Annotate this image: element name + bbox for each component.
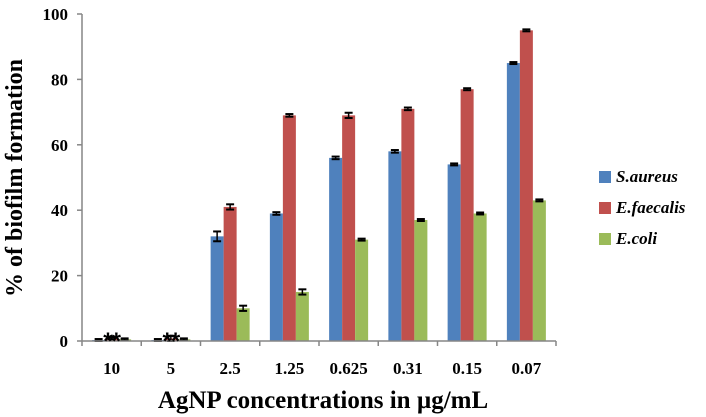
bar-S.aureus-0.31 (388, 151, 402, 341)
y-tick-label: 20 (51, 267, 68, 286)
x-tick-label: 0.625 (330, 359, 368, 378)
legend-label-E.coli: E.coli (615, 229, 657, 248)
legend-label-E.faecalis: E.faecalis (615, 198, 686, 217)
x-tick-label: 1.25 (275, 359, 305, 378)
x-tick-label: 0.15 (452, 359, 482, 378)
bar-S.aureus-0.625 (329, 157, 343, 341)
bar-S.aureus-1.25 (269, 213, 283, 341)
bar-S.aureus-0.07 (506, 63, 520, 342)
x-tick-label: 0.07 (512, 359, 542, 378)
bar-E.coli-1.25 (295, 291, 309, 341)
bar-E.faecalis-0.625 (342, 115, 356, 342)
legend: S.aureus E.faecalis E.coli (599, 167, 686, 248)
y-tick-label: 100 (43, 5, 69, 24)
significance-annotation: ** (163, 328, 181, 355)
significance-annotation: ** (103, 328, 121, 355)
bars-group (92, 28, 546, 342)
bar-E.coli-2.5 (236, 308, 250, 341)
bar-E.faecalis-1.25 (282, 115, 296, 342)
y-tick-label: 80 (51, 70, 68, 89)
x-tick-label: 2.5 (220, 359, 241, 378)
bar-E.faecalis-2.5 (223, 206, 237, 341)
y-tick-label: 0 (60, 332, 69, 351)
legend-swatch-E.faecalis (599, 202, 611, 214)
bar-S.aureus-2.5 (210, 236, 224, 341)
bar-E.coli-0.15 (473, 213, 487, 341)
y-tick-label: 60 (51, 136, 68, 155)
bar-E.faecalis-0.31 (401, 108, 415, 341)
legend-swatch-S.aureus (599, 171, 611, 183)
labels-group: 0 20 40 60 80 100 10 5 2.5 1.25 0.625 0.31 0.15 0.07 *… (43, 5, 542, 378)
y-tick-label: 40 (51, 201, 68, 220)
legend-label-S.aureus: S.aureus (616, 167, 678, 186)
axes-group (77, 13, 557, 346)
x-axis-title: AgNP concentrations in µg/mL (158, 387, 488, 414)
y-axis-title: % of biofilm formation (2, 59, 28, 297)
bar-E.coli-0.31 (414, 220, 428, 341)
legend-swatch-E.coli (599, 233, 611, 245)
x-tick-label: 10 (103, 359, 120, 378)
x-tick-label: 5 (167, 359, 176, 378)
x-tick-label: 0.31 (393, 359, 423, 378)
bar-E.coli-0.625 (355, 239, 369, 341)
bar-E.faecalis-0.15 (460, 89, 474, 342)
bar-S.aureus-0.15 (447, 164, 461, 341)
bar-E.faecalis-0.07 (519, 30, 533, 341)
bar-E.coli-0.07 (532, 200, 546, 341)
